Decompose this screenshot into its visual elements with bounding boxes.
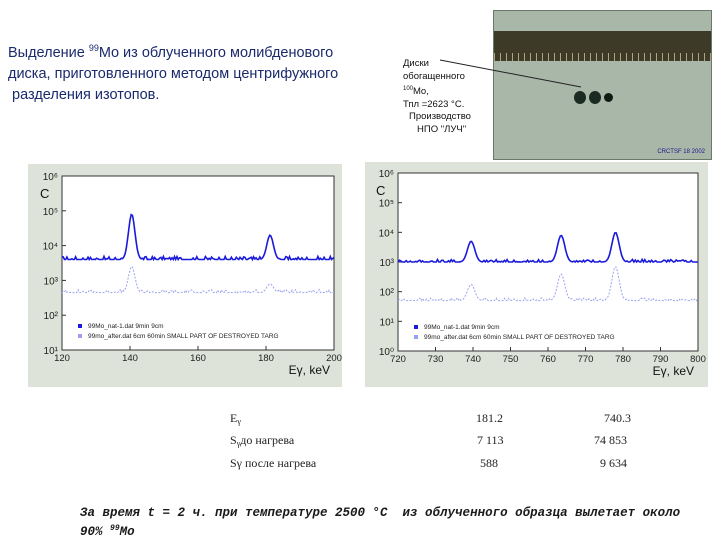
- label-1-sub: γ: [237, 417, 241, 426]
- x-tick-label: 720: [390, 354, 406, 365]
- x-tick-label: 790: [653, 354, 669, 365]
- disk-2: [589, 91, 601, 104]
- caption-mass-number: 100: [403, 86, 414, 92]
- y-tick-label: 10¹: [380, 317, 395, 328]
- note-line-2-prefix: 90%: [80, 525, 111, 540]
- series-line-2: [61, 266, 334, 294]
- note-line-1: За время t = 2 ч. при температуре 2500 °…: [80, 506, 681, 520]
- label-2-rest: до нагрева: [240, 433, 295, 447]
- table-cell-2-1: 7 113: [477, 433, 504, 447]
- y-tick-label: 10²: [44, 311, 59, 322]
- y-tick-label: 10³: [44, 276, 59, 287]
- x-axis-label: Eγ, keV: [289, 363, 330, 377]
- table-cell-1-2: 740.3: [604, 411, 631, 425]
- x-tick-label: 160: [190, 353, 206, 364]
- legend-entry-2: 99mo_after.dat 6cm 60min SMALL PART OF D…: [88, 333, 279, 340]
- ruler-ticks: [494, 53, 711, 61]
- series-line-1: [397, 232, 698, 264]
- photo-caption: Диски обогащенного 100Mo, Тпл =2623 °С. …: [403, 58, 471, 136]
- y-tick-label: 10⁴: [43, 242, 58, 253]
- x-tick-label: 760: [540, 354, 556, 365]
- callout-line-segment: [439, 59, 582, 88]
- y-tick-label: 10⁵: [379, 199, 394, 210]
- x-tick-label: 770: [578, 354, 594, 365]
- title-line-2: диска, приготовленного методом центрифуж…: [8, 65, 339, 82]
- label-1-main: E: [230, 411, 238, 425]
- spectrum-chart-left: 10¹ 10² 10³ 10⁴ 10⁵ 10⁶ 120 140 160 180 200 C Eγ, ke…: [40, 172, 342, 377]
- x-axis-label: Eγ, keV: [653, 364, 694, 378]
- legend-marker-1: [414, 325, 418, 329]
- results-table: Eγ 181.2 740.3 Sγдо нагрева 7 113 74 853…: [221, 405, 656, 492]
- chart-panel-left: 10¹ 10² 10³ 10⁴ 10⁵ 10⁶ 120 140 160 180 200 C Eγ, ke…: [28, 164, 342, 387]
- y-axis-label: C: [376, 183, 385, 198]
- label-2-main: S: [230, 433, 237, 447]
- caption-line-5: Производство: [409, 111, 471, 123]
- table-row-label-3: Sγ после нагрева: [230, 456, 317, 470]
- title-line-3: разделения изотопов.: [8, 86, 160, 103]
- table-row-label-1: Eγ: [230, 411, 241, 426]
- note-mass-number: 99: [110, 524, 120, 533]
- y-tick-label: 10⁰: [379, 347, 394, 358]
- legend-marker-1: [78, 324, 82, 328]
- y-tick-label: 10¹: [44, 346, 59, 357]
- slide-title: Выделение 99Mo из облученного молибденов…: [8, 38, 388, 106]
- table-cell-3-2: 9 634: [600, 456, 627, 470]
- title-line-1-prefix: Выделение: [8, 44, 89, 61]
- legend-entry-2: 99mo_after.dat 6cm 60min SMALL PART OF D…: [424, 334, 615, 341]
- caption-line-1: Диски: [403, 58, 429, 69]
- plot-area: [61, 175, 335, 351]
- legend-marker-2: [414, 335, 418, 339]
- title-line-1-rest: Mo из облученного молибденового: [98, 44, 334, 61]
- x-tick-label: 780: [615, 354, 631, 365]
- y-tick-label: 10³: [380, 258, 395, 269]
- x-tick-label: 120: [54, 353, 70, 364]
- table-row-label-2: Sγдо нагрева: [230, 433, 294, 448]
- title-mass-number: 99: [88, 43, 99, 53]
- table-cell-1-1: 181.2: [476, 411, 503, 425]
- y-tick-label: 10⁶: [379, 169, 394, 180]
- x-tick-label: 750: [503, 354, 519, 365]
- x-tick-label: 740: [465, 354, 481, 365]
- conclusion-note: За время t = 2 ч. при температуре 2500 °…: [80, 506, 720, 540]
- legend-entry-1: 99Mo_nat-1.dat 9min 9cm: [88, 323, 164, 330]
- disk-photo: CRCTSF 18 2002: [493, 10, 712, 160]
- x-tick-label: 730: [428, 354, 444, 365]
- table-cell-2-2: 74 853: [594, 433, 627, 447]
- x-tick-label: 800: [690, 354, 706, 365]
- x-tick-label: 140: [122, 353, 138, 364]
- x-tick-label: 200: [326, 353, 342, 364]
- y-tick-label: 10²: [380, 288, 395, 299]
- legend-entry-1: 99Mo_nat-1.dat 9min 9cm: [424, 324, 500, 331]
- table-cell-3-1: 588: [480, 456, 498, 470]
- y-axis-label: C: [40, 186, 49, 201]
- caption-line-6: НПО "ЛУЧ": [417, 123, 467, 135]
- x-tick-label: 180: [258, 353, 274, 364]
- y-tick-label: 10⁵: [43, 207, 58, 218]
- y-tick-label: 10⁴: [379, 228, 394, 239]
- caption-line-2: обогащенного: [403, 70, 465, 82]
- photo-date-stamp: CRCTSF 18 2002: [657, 149, 705, 155]
- chart-panel-right: 10⁰ 10¹ 10² 10³ 10⁴ 10⁵ 10⁶ 720 730 740 750 760 770 7…: [365, 162, 708, 387]
- disk-1: [574, 91, 586, 104]
- note-line-2-rest: Mo: [119, 525, 135, 540]
- label-2-sub: γ: [236, 439, 241, 448]
- caption-line-4: Тпл =2623 °С.: [403, 98, 465, 110]
- spectrum-chart-right: 10⁰ 10¹ 10² 10³ 10⁴ 10⁵ 10⁶ 720 730 740 750 760 770 7…: [376, 169, 706, 378]
- disk-3: [604, 93, 613, 102]
- y-tick-label: 10⁶: [43, 172, 58, 183]
- caption-line-3: Mo,: [413, 86, 429, 98]
- series-line-1: [61, 213, 335, 262]
- legend-marker-2: [78, 334, 82, 338]
